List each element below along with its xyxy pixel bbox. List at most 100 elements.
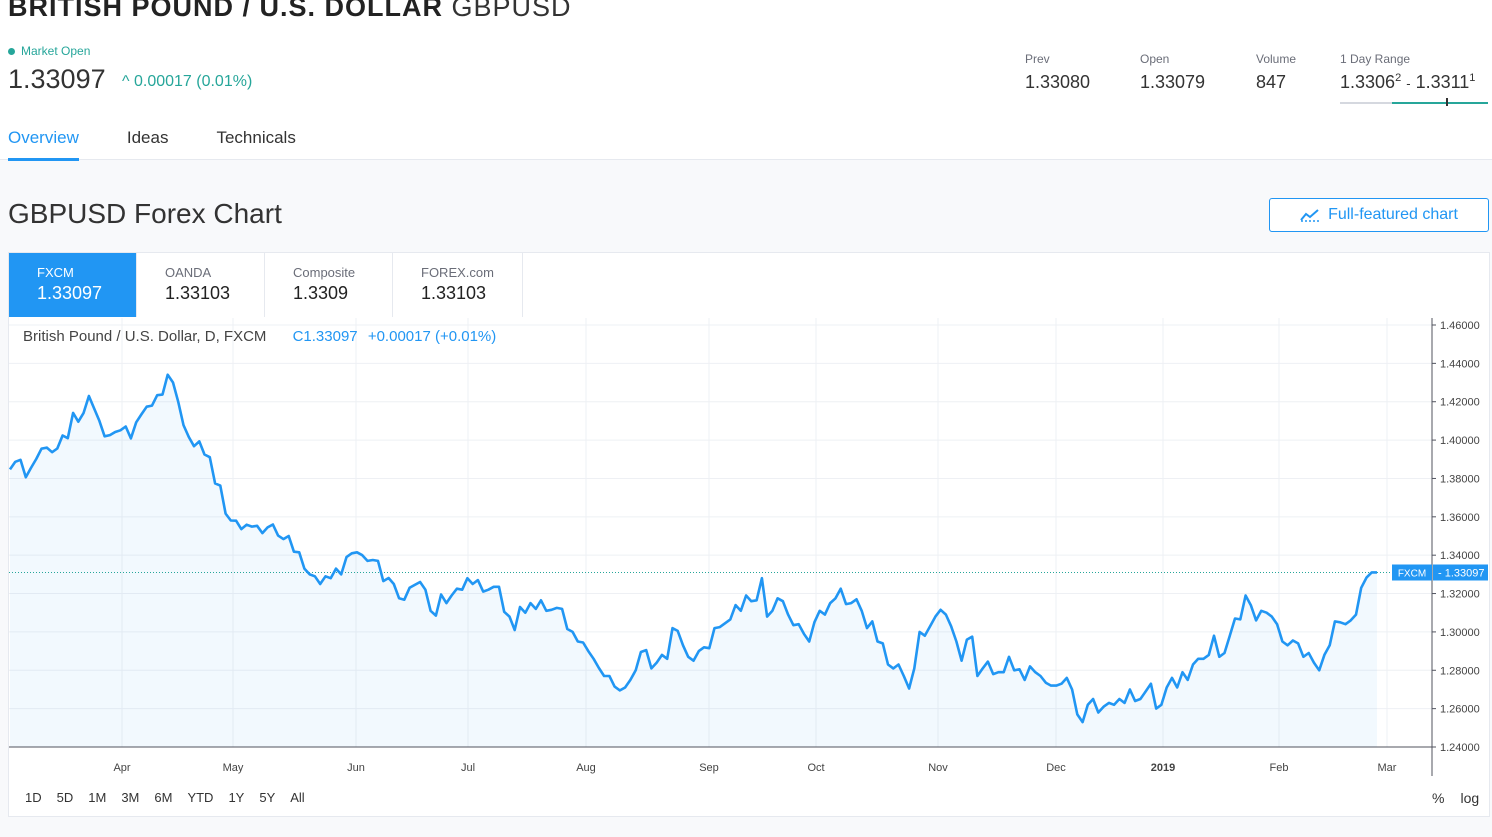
stat-volume: Volume 847 [1256,52,1296,93]
legend-close-label: C [292,328,304,345]
source-name: FXCM [37,265,74,280]
stat-day-range-value: 1.33062 - 1.33111 [1340,72,1475,93]
symbol-header: BRITISH POUND / U.S. DOLLAR GBPUSD Marke… [0,0,1492,161]
source-name: FOREX.com [421,265,494,280]
source-tabs: FXCM 1.33097 OANDA 1.33103 Composite 1.3… [9,253,523,317]
stat-prev: Prev 1.33080 [1025,52,1090,93]
source-name: Composite [293,265,356,280]
stat-day-range: 1 Day Range 1.33062 - 1.33111 [1340,52,1475,93]
symbol-title: BRITISH POUND / U.S. DOLLAR GBPUSD [8,0,572,23]
y-tick-label: 1.46000 [1440,320,1480,332]
y-tick-label: 1.28000 [1440,665,1480,677]
y-tick-label: 1.32000 [1440,589,1480,601]
day-range-bar [1340,98,1488,106]
x-tick-label: Jun [347,762,365,774]
full-featured-chart-button[interactable]: Full-featured chart [1269,198,1489,232]
percent-scale-toggle[interactable]: % [1432,790,1445,806]
source-value: 1.33103 [421,283,487,303]
last-value-label: - 1.33097 [1438,568,1484,580]
source-tab-fxcm[interactable]: FXCM 1.33097 [9,253,137,317]
stat-volume-value: 847 [1256,72,1287,92]
last-value-source-label: FXCM [1398,569,1426,580]
section-title: GBPUSD Forex Chart [8,198,282,229]
source-tab-composite[interactable]: Composite 1.3309 [265,253,393,317]
range-5y[interactable]: 5Y [259,790,276,805]
source-tab-forexcom[interactable]: FOREX.com 1.33103 [393,253,523,317]
stat-open: Open 1.33079 [1140,52,1205,93]
legend-change: +0.00017 (+0.01%) [367,328,497,345]
range-1d[interactable]: 1D [25,790,42,805]
up-arrow-icon: ^ [122,73,130,90]
x-tick-label: Apr [113,762,130,774]
y-tick-label: 1.40000 [1440,435,1480,447]
x-tick-label: Dec [1046,762,1066,774]
price-change: ^ 0.00017 (0.01%) [122,73,252,91]
y-tick-label: 1.34000 [1440,550,1480,562]
source-value: 1.33103 [165,283,231,303]
day-range-marker [1446,98,1448,106]
stat-prev-value: 1.33080 [1025,72,1091,92]
tab-ideas[interactable]: Ideas [126,128,169,147]
x-tick-label: Jul [461,762,475,774]
y-tick-label: 1.24000 [1440,742,1480,754]
y-tick-label: 1.26000 [1440,704,1480,716]
stat-volume-label: Volume [1256,52,1297,66]
y-tick-label: 1.36000 [1440,512,1480,524]
range-all[interactable]: All [290,790,305,805]
x-tick-label: 2019 [1151,762,1175,774]
range-1m[interactable]: 1M [88,790,107,805]
range-separator: - [1406,76,1411,91]
x-tick-label: Mar [1378,762,1397,774]
legend-close-value: 1.33097 [303,328,358,345]
last-price: 1.33097 [8,64,106,94]
chart-icon [1300,209,1320,222]
y-tick-label: 1.30000 [1440,627,1480,639]
symbol-name: BRITISH POUND / U.S. DOLLAR [8,0,444,22]
x-tick-label: Oct [807,762,824,774]
last-value-badge-source [1392,564,1432,581]
source-value: 1.3309 [293,283,349,303]
legend-symbol: British Pound / U.S. Dollar, D, FXCM [23,328,267,345]
range-6m[interactable]: 6M [154,790,173,805]
chart-legend: British Pound / U.S. Dollar, D, FXCM C1.… [23,328,496,345]
symbol-tabs: Overview Ideas Technicals [8,128,344,161]
stat-open-label: Open [1140,52,1170,66]
range-1y[interactable]: 1Y [228,790,245,805]
status-dot-icon [8,47,15,55]
market-status-label: Market Open [21,44,91,58]
range-low-sup: 2 [1395,72,1402,84]
price-change-value: 0.00017 (0.01%) [133,73,253,90]
full-featured-chart-label: Full-featured chart [1328,206,1458,223]
source-tab-oanda[interactable]: OANDA 1.33103 [137,253,265,317]
y-tick-label: 1.42000 [1440,397,1480,409]
range-ytd[interactable]: YTD [187,790,214,805]
source-value: 1.33097 [37,283,103,303]
stat-prev-label: Prev [1025,52,1050,66]
y-tick-label: 1.38000 [1440,473,1480,485]
range-3m[interactable]: 3M [121,790,140,805]
series-area [10,374,1377,747]
log-scale-toggle[interactable]: log [1460,790,1480,806]
range-selector: 1D 5D 1M 3M 6M YTD 1Y 5Y All [25,790,320,805]
tab-technicals[interactable]: Technicals [216,128,296,147]
range-high-sup: 1 [1469,72,1476,84]
price-chart[interactable]: 1.24000 1.26000 1.28000 1.30000 1.32000 1.340… [9,318,1489,780]
x-tick-label: Aug [576,762,596,774]
source-name: OANDA [165,265,212,280]
x-tick-label: Nov [928,762,948,774]
range-low: 1.3306 [1340,72,1396,92]
x-tick-label: Sep [699,762,719,774]
range-high: 1.3311 [1415,72,1470,92]
stat-open-value: 1.33079 [1140,72,1206,92]
scale-options: % log [1432,790,1492,806]
x-tick-label: May [223,762,244,774]
stat-day-range-label: 1 Day Range [1340,52,1411,66]
x-tick-label: Feb [1270,762,1289,774]
last-value-badge [1433,564,1488,581]
chart-panel: FXCM 1.33097 OANDA 1.33103 Composite 1.3… [8,252,1490,817]
day-range-fill [1392,102,1488,104]
series-line-fxcm [9,373,1377,724]
y-tick-label: 1.44000 [1440,358,1480,370]
range-5d[interactable]: 5D [56,790,74,805]
tab-overview[interactable]: Overview [8,128,79,161]
